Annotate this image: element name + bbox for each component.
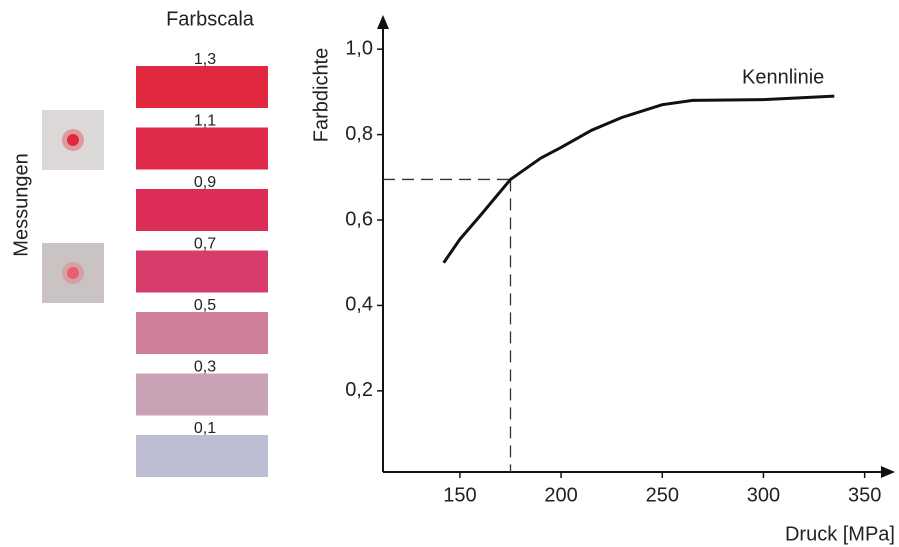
y-tick-label: 0,6: [345, 208, 373, 230]
y-tick-label: 0,8: [345, 123, 373, 145]
y-axis-arrow: [377, 15, 389, 29]
scale-label: 0,7: [194, 236, 216, 253]
scale-label: 0,9: [194, 174, 216, 191]
scale-swatch: [136, 250, 268, 293]
scale-label: 0,5: [194, 297, 216, 314]
measurement-dot: [67, 134, 79, 146]
scale-label: 0,1: [194, 420, 216, 437]
y-tick-label: 0,2: [345, 379, 373, 401]
x-axis-label: Druck [MPa]: [785, 523, 895, 545]
y-tick-label: 0,4: [345, 294, 373, 316]
scale-swatch: [136, 189, 268, 231]
y-axis-label: Farbdichte: [310, 48, 332, 143]
scale-swatch: [136, 127, 268, 170]
x-axis-arrow: [881, 466, 895, 478]
series-label: Kennlinie: [742, 66, 824, 88]
curve: [442, 94, 835, 264]
scale-label: 1,3: [194, 51, 216, 68]
x-tick-label: 250: [646, 484, 679, 506]
x-tick-label: 300: [747, 484, 780, 506]
x-tick-label: 150: [443, 484, 476, 506]
measurements-label: Messungen: [10, 153, 32, 256]
scale-swatch: [136, 373, 268, 416]
scale-swatch: [136, 66, 268, 108]
measurement-dot: [67, 267, 79, 279]
x-tick-label: 350: [848, 484, 881, 506]
scale-swatch: [136, 435, 268, 477]
scale-swatch: [136, 312, 268, 354]
scale-title: Farbscala: [166, 8, 255, 30]
y-tick-label: 1,0: [345, 37, 373, 59]
scale-label: 1,1: [194, 113, 216, 130]
x-tick-label: 200: [544, 484, 577, 506]
scale-label: 0,3: [194, 359, 216, 376]
